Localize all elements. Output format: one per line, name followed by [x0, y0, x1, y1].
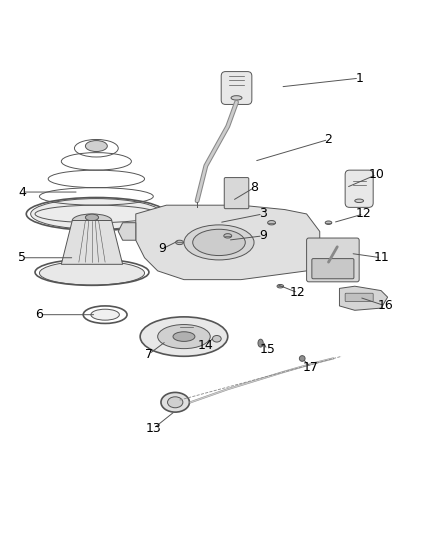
- Ellipse shape: [258, 339, 263, 347]
- Text: 3: 3: [259, 207, 267, 221]
- Text: 14: 14: [198, 339, 214, 352]
- Text: 6: 6: [35, 308, 43, 321]
- FancyBboxPatch shape: [307, 238, 359, 282]
- Text: 16: 16: [378, 300, 393, 312]
- Ellipse shape: [299, 356, 305, 361]
- Ellipse shape: [268, 221, 276, 225]
- Ellipse shape: [140, 317, 228, 356]
- Ellipse shape: [161, 392, 190, 412]
- Text: 11: 11: [373, 251, 389, 264]
- Text: 10: 10: [369, 168, 385, 181]
- Ellipse shape: [85, 141, 107, 151]
- Ellipse shape: [231, 96, 242, 100]
- Text: 12: 12: [290, 286, 306, 300]
- FancyBboxPatch shape: [312, 259, 354, 279]
- Ellipse shape: [173, 332, 195, 342]
- Ellipse shape: [212, 335, 221, 342]
- Ellipse shape: [31, 199, 162, 229]
- Text: 1: 1: [355, 71, 363, 85]
- Ellipse shape: [85, 214, 99, 221]
- Ellipse shape: [193, 229, 245, 255]
- Text: 2: 2: [325, 133, 332, 146]
- FancyBboxPatch shape: [345, 170, 373, 207]
- Text: 13: 13: [145, 422, 161, 435]
- FancyBboxPatch shape: [221, 71, 252, 104]
- Text: 9: 9: [158, 243, 166, 255]
- Text: 17: 17: [303, 361, 319, 374]
- Ellipse shape: [91, 309, 119, 320]
- Ellipse shape: [158, 325, 210, 349]
- Ellipse shape: [224, 233, 232, 238]
- Ellipse shape: [168, 397, 183, 408]
- FancyBboxPatch shape: [224, 177, 249, 209]
- FancyBboxPatch shape: [345, 293, 373, 302]
- Polygon shape: [339, 286, 388, 310]
- Text: 12: 12: [356, 207, 371, 221]
- FancyBboxPatch shape: [180, 211, 207, 231]
- Ellipse shape: [355, 199, 364, 203]
- Polygon shape: [61, 221, 123, 264]
- Text: 15: 15: [259, 343, 275, 356]
- Text: 4: 4: [18, 185, 26, 198]
- Ellipse shape: [176, 240, 184, 245]
- Polygon shape: [118, 223, 136, 240]
- Ellipse shape: [325, 221, 332, 224]
- Ellipse shape: [277, 285, 284, 288]
- Text: 5: 5: [18, 251, 26, 264]
- Ellipse shape: [184, 225, 254, 260]
- Polygon shape: [136, 205, 320, 280]
- Text: 8: 8: [250, 181, 258, 194]
- Text: 7: 7: [145, 348, 153, 361]
- Ellipse shape: [72, 214, 112, 227]
- Ellipse shape: [39, 261, 145, 285]
- Text: 9: 9: [259, 229, 267, 243]
